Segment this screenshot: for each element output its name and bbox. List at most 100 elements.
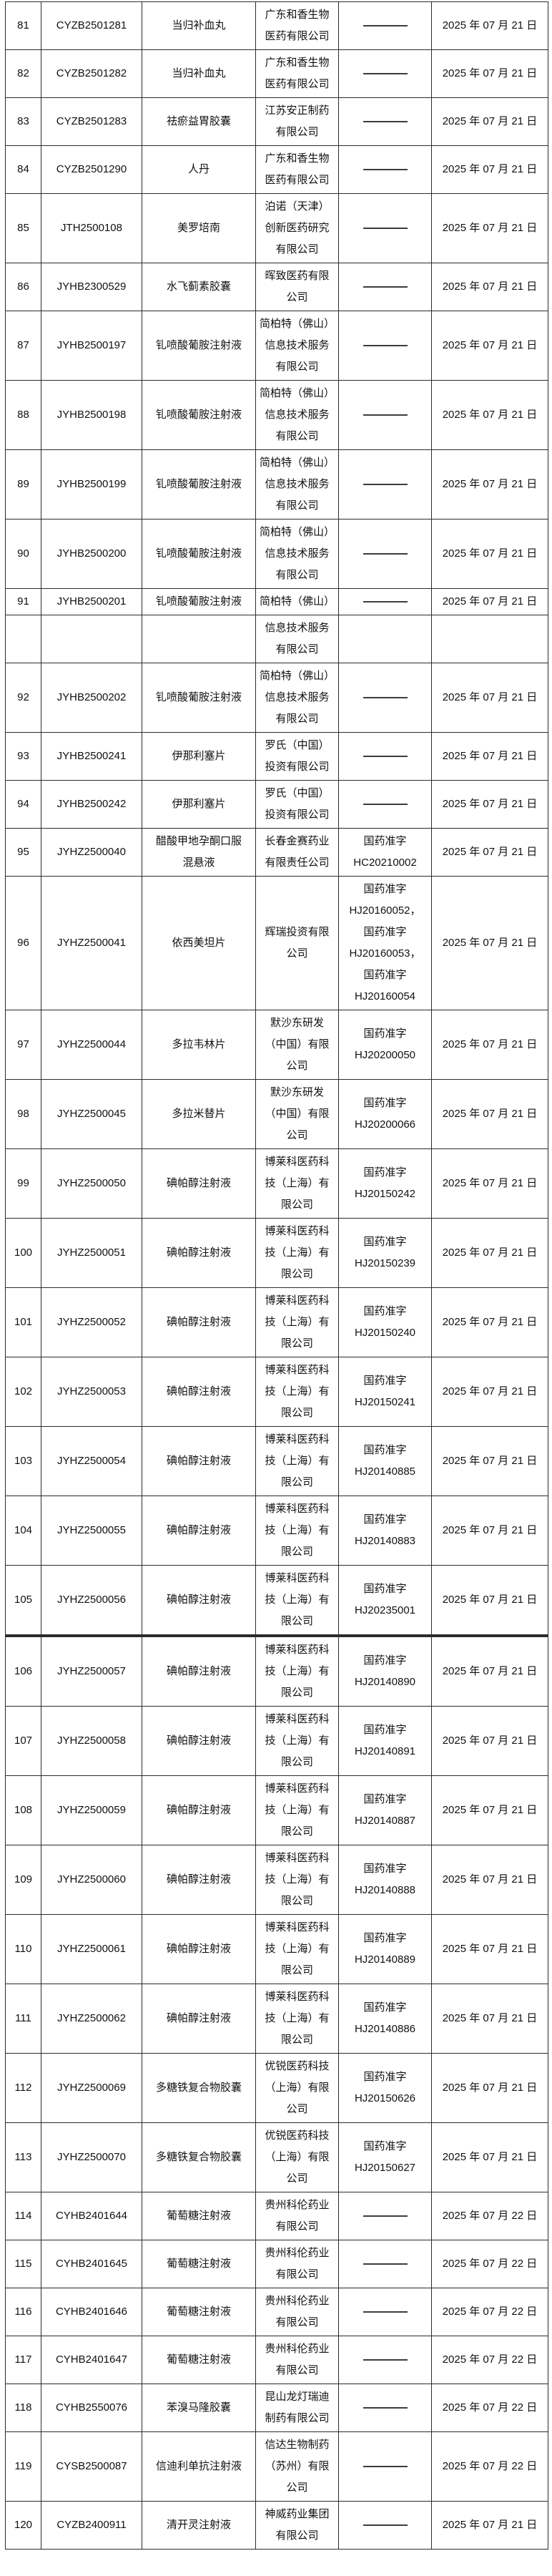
approval-number-cell: 国药准字 HJ20140890 xyxy=(338,1635,432,1707)
row-number-cell: 87 xyxy=(5,311,41,381)
registration-number-cell: CYHB2401644 xyxy=(41,2192,142,2240)
approval-number-cell: 国药准字 HJ20140891 xyxy=(338,1706,432,1776)
row-number-cell: 98 xyxy=(5,1079,41,1149)
row-number-cell: 94 xyxy=(5,780,41,829)
row-number-cell: 97 xyxy=(5,1010,41,1080)
approval-number-cell xyxy=(338,97,432,146)
table-row: 90 JYHB2500200 钆喷酸葡胺注射液 简柏特（佛山） 信息技术服务 有限公司… xyxy=(5,519,548,589)
company-name-cell: 默沙东研发 （中国）有限 公司 xyxy=(255,1010,339,1080)
registration-number-cell: JYHZ2500058 xyxy=(41,1706,142,1776)
company-name-cell: 简柏特（佛山） xyxy=(255,588,339,615)
company-name-cell: 江苏安正制药 有限公司 xyxy=(255,97,339,146)
publish-date-cell: 2025 年 07 月 21 日 xyxy=(431,876,548,1010)
registration-number-cell: CYZB2501283 xyxy=(41,97,142,146)
registration-number-cell: JYHZ2500044 xyxy=(41,1010,142,1080)
registration-number-cell: JYHB2500199 xyxy=(41,449,142,519)
drug-name-cell: 碘帕醇注射液 xyxy=(142,1426,256,1496)
registration-number-cell xyxy=(41,615,142,663)
row-number-cell: 93 xyxy=(5,732,41,781)
empty-value-dash xyxy=(363,553,408,555)
drug-name-cell: 清开灵注射液 xyxy=(142,2501,256,2550)
row-number-cell: 84 xyxy=(5,145,41,194)
company-name-cell: 简柏特（佛山） 信息技术服务 有限公司 xyxy=(255,380,339,450)
empty-value-dash xyxy=(363,2359,408,2361)
drug-name-cell: 碘帕醇注射液 xyxy=(142,1984,256,2054)
approval-number-cell: 国药准字 HJ20140889 xyxy=(338,1914,432,1984)
table-row: 85 JTH2500108 美罗培南 泊诺（天津） 创新医药研究 有限公司 2025 年… xyxy=(5,193,548,263)
approval-number-cell: 国药准字 HJ20150627 xyxy=(338,2122,432,2192)
drug-name-cell: 水飞蓟素胶囊 xyxy=(142,263,256,311)
empty-value-dash xyxy=(363,2263,408,2265)
empty-value-dash xyxy=(363,73,408,75)
company-name-cell: 简柏特（佛山） 信息技术服务 有限公司 xyxy=(255,449,339,519)
table-row: 112 JYHZ2500069 多糖铁复合物胶囊 优锐医药科技 （上海）有限 公司 国药… xyxy=(5,2053,548,2123)
drug-registration-table: 81 CYZB2501281 当归补血丸 广东和香生物 医药有限公司 2025 年 07… xyxy=(5,1,548,2550)
table-row-continuation: 信息技术服务 有限公司 xyxy=(5,615,548,663)
row-number-cell: 113 xyxy=(5,2122,41,2192)
drug-name-cell: 碘帕醇注射液 xyxy=(142,1775,256,1845)
publish-date-cell: 2025 年 07 月 21 日 xyxy=(431,780,548,829)
empty-value-dash xyxy=(363,345,408,347)
empty-value-dash xyxy=(363,697,408,699)
row-number-cell: 82 xyxy=(5,49,41,98)
publish-date-cell: 2025 年 07 月 21 日 xyxy=(431,1914,548,1984)
publish-date-cell: 2025 年 07 月 22 日 xyxy=(431,2288,548,2336)
registration-number-cell: JYHZ2500041 xyxy=(41,876,142,1010)
registration-number-cell: JYHZ2500062 xyxy=(41,1984,142,2054)
empty-value-dash xyxy=(363,25,408,27)
table-row: 87 JYHB2500197 钆喷酸葡胺注射液 简柏特（佛山） 信息技术服务 有限公司… xyxy=(5,311,548,381)
registration-number-cell: JYHZ2500052 xyxy=(41,1287,142,1357)
drug-name-cell: 碘帕醇注射液 xyxy=(142,1357,256,1427)
publish-date-cell: 2025 年 07 月 21 日 xyxy=(431,1287,548,1357)
table-row: 108 JYHZ2500059 碘帕醇注射液 博莱科医药科 技（上海）有 限公司 国药准… xyxy=(5,1775,548,1845)
publish-date-cell: 2025 年 07 月 21 日 xyxy=(431,1079,548,1149)
publish-date-cell: 2025 年 07 月 21 日 xyxy=(431,2053,548,2123)
registration-number-cell: JYHZ2500057 xyxy=(41,1635,142,1707)
drug-name-cell: 当归补血丸 xyxy=(142,1,256,50)
row-number-cell: 81 xyxy=(5,1,41,50)
drug-name-cell: 葡萄糖注射液 xyxy=(142,2192,256,2240)
drug-name-cell: 碘帕醇注射液 xyxy=(142,1914,256,1984)
approval-number-cell xyxy=(338,615,432,663)
publish-date-cell: 2025 年 07 月 22 日 xyxy=(431,2192,548,2240)
publish-date-cell: 2025 年 07 月 21 日 xyxy=(431,97,548,146)
table-row: 95 JYHZ2500040 醋酸甲地孕酮口服 混悬液 长春金赛药业 有限责任公司 国药… xyxy=(5,828,548,877)
drug-name-cell: 多糖铁复合物胶囊 xyxy=(142,2053,256,2123)
drug-name-cell: 葡萄糖注射液 xyxy=(142,2288,256,2336)
registration-number-cell: JYHZ2500054 xyxy=(41,1426,142,1496)
registration-number-cell: CYHB2401646 xyxy=(41,2288,142,2336)
company-name-cell: 博莱科医药科 技（上海）有 限公司 xyxy=(255,1706,339,1776)
company-name-cell: 贵州科伦药业 有限公司 xyxy=(255,2336,339,2384)
drug-name-cell: 钆喷酸葡胺注射液 xyxy=(142,588,256,615)
table-row: 117 CYHB2401647 葡萄糖注射液 贵州科伦药业 有限公司 2025 年 07… xyxy=(5,2336,548,2384)
empty-value-dash xyxy=(363,121,408,123)
company-name-cell: 博莱科医药科 技（上海）有 限公司 xyxy=(255,1426,339,1496)
company-name-cell: 简柏特（佛山） 信息技术服务 有限公司 xyxy=(255,663,339,733)
table-row: 110 JYHZ2500061 碘帕醇注射液 博莱科医药科 技（上海）有 限公司 国药准… xyxy=(5,1914,548,1984)
publish-date-cell: 2025 年 07 月 21 日 xyxy=(431,519,548,589)
row-number-cell: 120 xyxy=(5,2501,41,2550)
publish-date-cell: 2025 年 07 月 21 日 xyxy=(431,1148,548,1219)
publish-date-cell: 2025 年 07 月 22 日 xyxy=(431,2431,548,2502)
company-name-cell: 贵州科伦药业 有限公司 xyxy=(255,2192,339,2240)
table-row: 114 CYHB2401644 葡萄糖注射液 贵州科伦药业 有限公司 2025 年 07… xyxy=(5,2192,548,2240)
publish-date-cell: 2025 年 07 月 21 日 xyxy=(431,193,548,263)
drug-name-cell: 苯溴马隆胶囊 xyxy=(142,2384,256,2432)
approval-number-cell: 国药准字 HJ20140885 xyxy=(338,1426,432,1496)
publish-date-cell: 2025 年 07 月 21 日 xyxy=(431,263,548,311)
table-row: 84 CYZB2501290 人丹 广东和香生物 医药有限公司 2025 年 07 月 … xyxy=(5,145,548,194)
table-row: 96 JYHZ2500041 依西美坦片 辉瑞投资有限 公司 国药准字 HJ201600… xyxy=(5,876,548,1010)
row-number-cell: 88 xyxy=(5,380,41,450)
empty-value-dash xyxy=(363,601,408,603)
approval-number-cell xyxy=(338,145,432,194)
company-name-cell: 博莱科医药科 技（上海）有 限公司 xyxy=(255,1218,339,1288)
drug-name-cell: 碘帕醇注射液 xyxy=(142,1287,256,1357)
table-row: 111 JYHZ2500062 碘帕醇注射液 博莱科医药科 技（上海）有 限公司 国药准… xyxy=(5,1984,548,2054)
row-number-cell: 109 xyxy=(5,1845,41,1915)
company-name-cell: 广东和香生物 医药有限公司 xyxy=(255,49,339,98)
table-row: 116 CYHB2401646 葡萄糖注射液 贵州科伦药业 有限公司 2025 年 07… xyxy=(5,2288,548,2336)
publish-date-cell: 2025 年 07 月 21 日 xyxy=(431,49,548,98)
publish-date-cell: 2025 年 07 月 21 日 xyxy=(431,1706,548,1776)
approval-number-cell xyxy=(338,311,432,381)
publish-date-cell xyxy=(431,615,548,663)
